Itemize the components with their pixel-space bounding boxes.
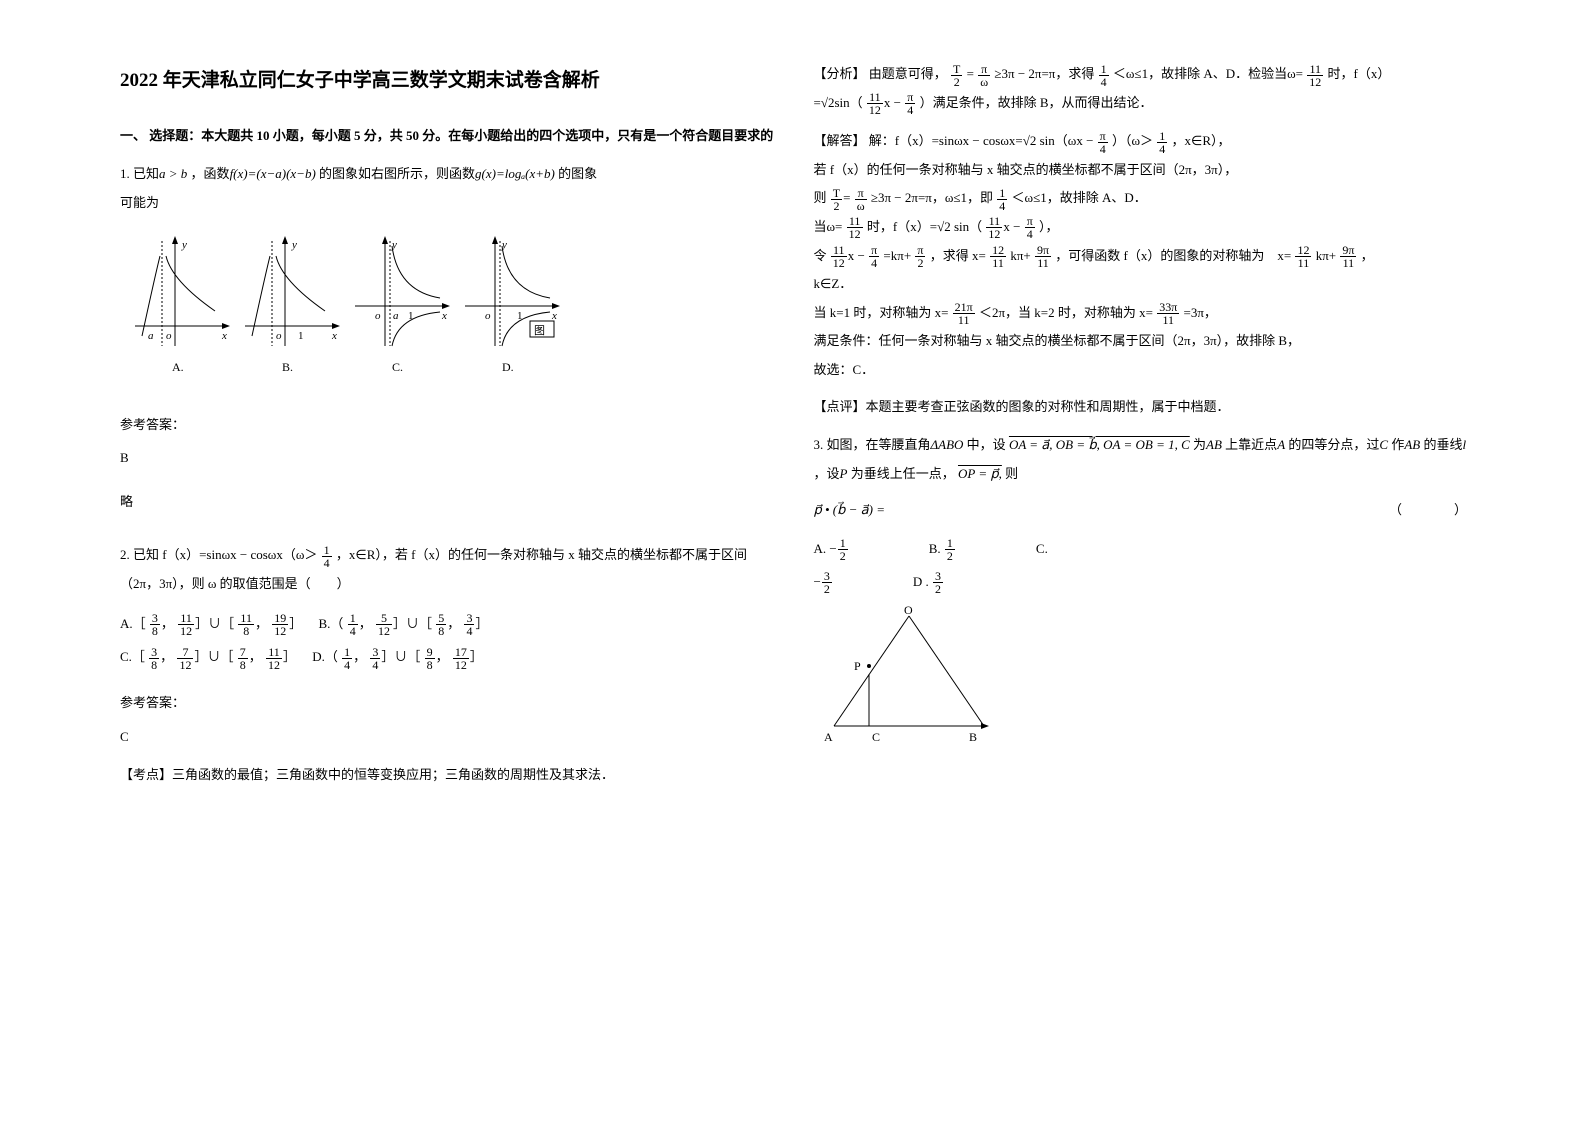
svg-text:A: A: [824, 730, 833, 744]
svg-text:o: o: [276, 330, 282, 342]
q1-text: 1. 已知a > b ，函数f(x)=(x−a)(x−b) 的图象如右图所示，则…: [120, 166, 597, 181]
q1-answer: B: [120, 444, 774, 473]
question-2: 2. 已知 f（x）=sinωx − cosωx（ω＞ 14 ，x∈R），若 f…: [120, 541, 774, 598]
analysis: 【分析】 由题意可得， T2 = πω ≥3π − 2π=π，求得 14 ＜ω≤…: [814, 60, 1468, 117]
right-column: 【分析】 由题意可得， T2 = πω ≥3π − 2π=π，求得 14 ＜ω≤…: [794, 60, 1488, 1082]
q1-skip: 略: [120, 488, 774, 517]
q3-choices: A. −12 B. 12 C.: [814, 535, 1468, 564]
q2-answer: C: [120, 723, 774, 752]
q2-kd: 【考点】三角函数的最值；三角函数中的恒等变换应用；三角函数的周期性及其求法．: [120, 761, 774, 790]
left-column: 2022 年天津私立同仁女子中学高三数学文期末试卷含解析 一、 选择题：本大题共…: [100, 60, 794, 1082]
q1-tail: 可能为: [120, 189, 774, 218]
svg-text:y: y: [291, 239, 297, 251]
svg-text:图: 图: [534, 324, 545, 337]
review: 【点评】本题主要考查正弦函数的图象的对称性和周期性，属于中档题．: [814, 393, 1468, 422]
svg-text:A.: A.: [172, 360, 184, 374]
q3-choices-row2: −32 D . 32: [814, 568, 1468, 597]
q3-figure: O A B C P: [814, 606, 1014, 756]
q1-ref-label: 参考答案：: [120, 411, 774, 440]
svg-text:y: y: [501, 239, 507, 251]
svg-text:D.: D.: [502, 360, 514, 374]
svg-text:y: y: [391, 239, 397, 251]
q3-expr-row: p⃗ • (b⃗ − a⃗) = （ ）: [814, 496, 1468, 525]
question-3: 3. 如图，在等腰直角ΔABO 中，设 OA = a⃗, OB = b⃗, OA…: [814, 431, 1468, 488]
question-1: 1. 已知a > b ，函数f(x)=(x−a)(x−b) 的图象如右图所示，则…: [120, 160, 774, 217]
svg-text:O: O: [904, 606, 913, 617]
svg-text:o: o: [485, 310, 491, 322]
solution: 【解答】 解：f（x）=sinωx − cosωx=√2 sin（ωx − π4…: [814, 127, 1468, 384]
svg-text:x: x: [551, 310, 557, 322]
svg-text:C: C: [872, 730, 880, 744]
q2-options: A.［ 38， 1112］∪［ 118， 1912］ B.（ 14， 512］∪…: [120, 607, 774, 675]
svg-text:a: a: [148, 330, 154, 342]
svg-text:o: o: [166, 330, 172, 342]
svg-text:B: B: [969, 730, 977, 744]
svg-text:C.: C.: [392, 360, 403, 374]
svg-text:P: P: [854, 659, 861, 673]
svg-text:1: 1: [298, 330, 304, 342]
svg-text:x: x: [221, 330, 227, 342]
q2-ref-label: 参考答案：: [120, 689, 774, 718]
svg-text:B.: B.: [282, 360, 293, 374]
svg-text:a: a: [393, 310, 399, 322]
q1-graphs: y x o a A. y x: [120, 226, 560, 396]
page: 2022 年天津私立同仁女子中学高三数学文期末试卷含解析 一、 选择题：本大题共…: [0, 0, 1587, 1122]
svg-text:o: o: [375, 310, 381, 322]
svg-text:x: x: [331, 330, 337, 342]
frac-1-4: 14: [322, 544, 332, 569]
section-heading: 一、 选择题：本大题共 10 小题，每小题 5 分，共 50 分。在每小题给出的…: [120, 122, 774, 151]
svg-text:x: x: [441, 310, 447, 322]
svg-text:y: y: [181, 239, 187, 251]
title: 2022 年天津私立同仁女子中学高三数学文期末试卷含解析: [120, 60, 774, 102]
